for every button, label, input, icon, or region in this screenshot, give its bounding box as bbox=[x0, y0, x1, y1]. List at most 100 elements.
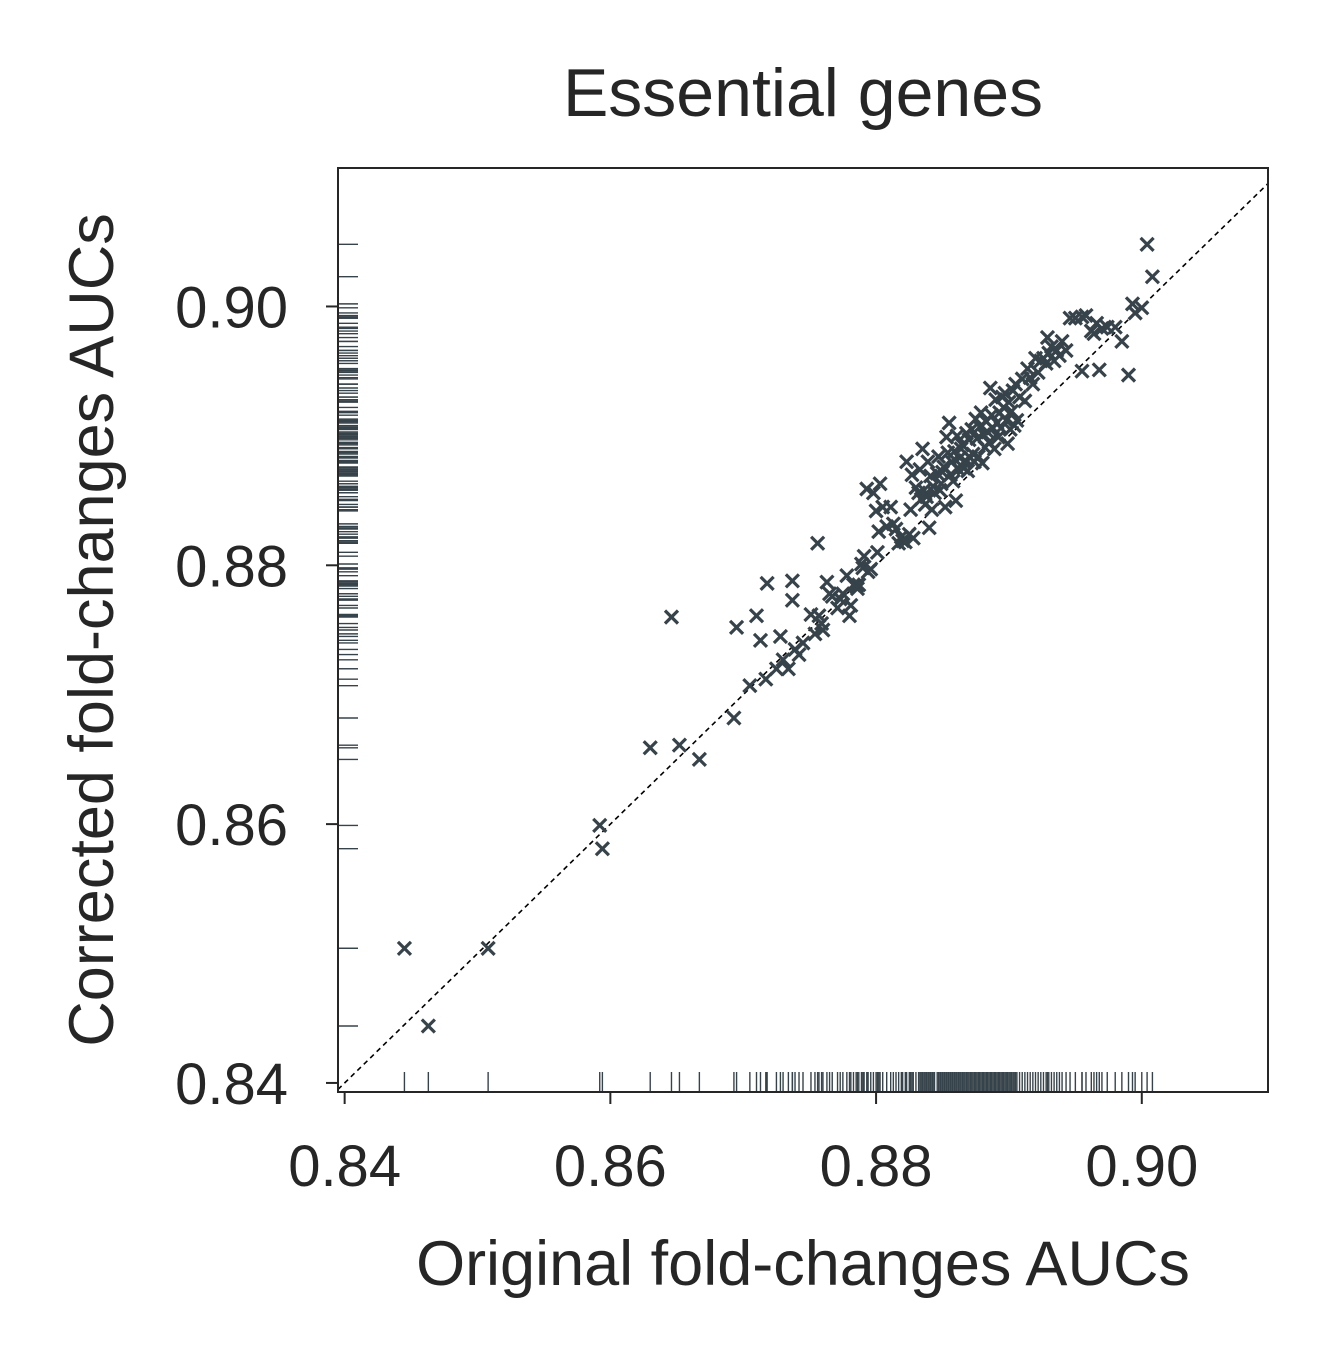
data-point bbox=[752, 632, 769, 648]
data-point bbox=[1003, 403, 1020, 419]
data-point bbox=[1114, 333, 1130, 350]
data-point bbox=[921, 520, 937, 536]
data-point bbox=[480, 940, 496, 956]
data-point bbox=[691, 751, 708, 768]
data-point bbox=[420, 1018, 436, 1034]
y-rug-plot bbox=[338, 243, 358, 1027]
data-point bbox=[768, 661, 785, 677]
data-point bbox=[748, 608, 765, 624]
data-point bbox=[941, 415, 957, 431]
data-point bbox=[594, 841, 611, 857]
y-tick-label: 0.90 bbox=[175, 275, 288, 340]
x-tick-label: 0.90 bbox=[1085, 1134, 1198, 1199]
data-point bbox=[960, 463, 976, 479]
data-point bbox=[1019, 360, 1036, 377]
axis-ticks: 0.84 0.86 0.88 0.90 0.84 0.86 0.88 0.90 bbox=[175, 275, 1198, 1199]
data-point bbox=[396, 940, 413, 956]
data-point bbox=[883, 499, 899, 515]
x-axis-label: Original fold-changes AUCs bbox=[416, 1229, 1190, 1299]
data-point bbox=[775, 652, 791, 668]
data-point bbox=[809, 535, 826, 551]
x-tick-label: 0.86 bbox=[554, 1134, 667, 1199]
data-point bbox=[986, 441, 1002, 457]
data-point bbox=[1009, 412, 1025, 428]
data-point bbox=[1017, 393, 1033, 409]
data-point bbox=[1078, 307, 1094, 324]
data-point bbox=[888, 521, 904, 537]
data-point bbox=[905, 530, 921, 546]
data-point bbox=[642, 740, 658, 756]
x-tick-label: 0.88 bbox=[820, 1134, 933, 1199]
data-point bbox=[807, 626, 823, 642]
y-tick-label: 0.84 bbox=[175, 1052, 288, 1117]
data-point bbox=[791, 646, 807, 663]
data-point bbox=[973, 404, 989, 421]
data-point bbox=[1058, 342, 1074, 359]
data-point bbox=[920, 454, 936, 470]
data-point bbox=[592, 817, 608, 834]
data-point bbox=[1062, 310, 1078, 326]
data-point bbox=[671, 737, 688, 753]
data-point bbox=[982, 380, 998, 396]
data-point bbox=[1074, 363, 1090, 379]
data-point bbox=[863, 561, 879, 577]
x-rug-plot bbox=[403, 1072, 1154, 1092]
chart-title: Essential genes bbox=[563, 55, 1043, 131]
plot-frame bbox=[337, 167, 1269, 1093]
data-point bbox=[1025, 376, 1041, 392]
y-axis-label: Corrected fold-changes AUCs bbox=[57, 213, 127, 1046]
data-point bbox=[1124, 296, 1141, 312]
data-point bbox=[865, 485, 882, 501]
x-tick-label: 0.84 bbox=[288, 1134, 401, 1199]
data-point bbox=[937, 499, 953, 515]
data-point bbox=[918, 489, 935, 505]
scatter-points bbox=[396, 236, 1161, 1034]
data-point bbox=[1144, 269, 1161, 285]
data-point bbox=[843, 597, 859, 614]
identity-diagonal-line bbox=[337, 182, 1269, 1090]
data-point bbox=[1120, 367, 1137, 383]
data-point bbox=[1139, 236, 1155, 252]
data-point bbox=[1054, 333, 1070, 350]
data-point bbox=[990, 429, 1006, 445]
data-point bbox=[726, 710, 742, 726]
data-point bbox=[759, 575, 775, 592]
data-point bbox=[728, 619, 745, 636]
data-point bbox=[872, 476, 888, 492]
data-point bbox=[871, 524, 887, 540]
data-point bbox=[1134, 300, 1150, 316]
data-point bbox=[1107, 319, 1123, 335]
data-point bbox=[742, 678, 758, 694]
data-point bbox=[930, 448, 947, 465]
data-point bbox=[999, 436, 1016, 452]
data-point bbox=[784, 592, 801, 608]
data-point bbox=[924, 502, 940, 518]
data-point bbox=[869, 544, 886, 560]
data-point bbox=[945, 473, 961, 489]
data-point bbox=[819, 574, 835, 590]
data-point bbox=[1074, 309, 1090, 325]
data-point bbox=[1001, 394, 1017, 410]
data-point bbox=[898, 454, 915, 470]
data-point bbox=[780, 661, 797, 677]
data-point bbox=[784, 573, 801, 589]
data-point bbox=[815, 622, 831, 638]
y-tick-label: 0.88 bbox=[175, 534, 288, 599]
y-tick-label: 0.86 bbox=[175, 793, 288, 858]
data-point bbox=[663, 609, 680, 625]
data-point bbox=[856, 548, 872, 564]
data-point bbox=[914, 441, 931, 457]
data-point bbox=[772, 628, 789, 645]
data-point bbox=[795, 635, 811, 651]
data-point bbox=[974, 455, 990, 471]
data-point bbox=[851, 577, 867, 593]
data-point bbox=[829, 600, 846, 616]
data-point bbox=[1086, 326, 1102, 342]
data-point bbox=[1091, 362, 1107, 378]
data-point bbox=[948, 492, 964, 509]
data-point bbox=[904, 467, 920, 483]
data-point bbox=[897, 534, 913, 550]
data-point bbox=[1039, 329, 1056, 346]
data-point bbox=[849, 580, 866, 597]
